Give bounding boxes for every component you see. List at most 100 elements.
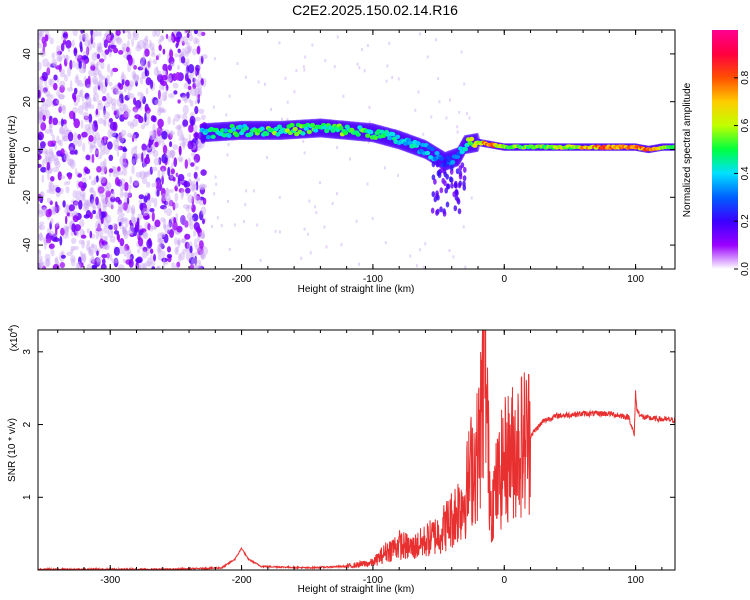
noise-speckle	[59, 84, 65, 93]
noise-speckle	[259, 258, 262, 262]
noise-speckle	[97, 69, 102, 77]
noise-speckle	[227, 143, 230, 147]
noise-speckle	[82, 142, 86, 152]
noise-speckle	[257, 80, 260, 84]
noise-speckle	[161, 168, 165, 178]
noise-speckle	[100, 165, 107, 173]
spectrogram-y-axis-label: Frequency (Hz)	[7, 116, 18, 185]
noise-speckle	[193, 70, 197, 75]
noise-speckle	[177, 239, 181, 249]
noise-speckle	[168, 93, 175, 99]
noise-speckle	[168, 130, 175, 136]
noise-speckle	[136, 41, 140, 49]
noise-speckle	[157, 97, 163, 107]
noise-speckle	[171, 149, 175, 160]
ridge-point	[402, 141, 409, 146]
noise-speckle	[49, 63, 57, 68]
noise-speckle	[49, 79, 53, 85]
noise-speckle	[91, 153, 95, 164]
noise-speckle	[157, 53, 161, 58]
noise-speckle	[90, 180, 97, 186]
ridge-point	[234, 132, 240, 138]
noise-speckle	[177, 65, 180, 70]
noise-speckle	[54, 256, 59, 265]
noise-speckle	[60, 227, 65, 236]
snr-x-tick-label: 0	[501, 575, 507, 586]
ridge-point	[264, 131, 270, 137]
noise-speckle	[179, 142, 187, 147]
noise-speckle	[69, 59, 73, 70]
noise-speckle	[93, 30, 100, 37]
noise-speckle	[87, 38, 91, 46]
noise-speckle	[77, 80, 83, 85]
noise-speckle	[47, 140, 54, 147]
noise-speckle	[148, 138, 152, 149]
noise-speckle	[192, 213, 199, 222]
noise-speckle	[128, 80, 135, 88]
noise-speckle	[194, 251, 199, 256]
noise-speckle	[102, 119, 107, 127]
noise-speckle	[80, 88, 84, 98]
noise-speckle	[371, 216, 374, 220]
noise-speckle	[150, 52, 156, 57]
noise-speckle	[456, 130, 459, 134]
noise-speckle	[181, 187, 185, 198]
noise-speckle	[127, 192, 132, 198]
noise-speckle	[53, 157, 60, 166]
noise-speckle	[126, 197, 130, 206]
noise-speckle	[303, 151, 306, 155]
noise-speckle	[81, 131, 88, 138]
noise-speckle	[142, 262, 147, 269]
noise-speckle	[184, 220, 189, 228]
noise-speckle	[44, 129, 51, 135]
noise-speckle	[74, 75, 78, 84]
noise-speckle	[95, 220, 101, 231]
noise-speckle	[200, 31, 206, 36]
noise-speckle	[349, 157, 351, 161]
noise-speckle	[184, 159, 188, 169]
noise-speckle	[49, 200, 53, 205]
noise-speckle	[178, 188, 185, 193]
noise-speckle	[52, 98, 60, 106]
noise-speckle	[39, 221, 45, 226]
noise-speckle	[196, 145, 201, 152]
noise-speckle	[59, 80, 66, 88]
noise-speckle	[149, 208, 155, 213]
noise-speckle	[64, 181, 67, 186]
noise-speckle	[149, 130, 155, 141]
noise-speckle	[186, 172, 192, 177]
ridge-spread	[458, 173, 463, 180]
noise-speckle	[117, 107, 123, 116]
noise-speckle	[336, 192, 338, 196]
noise-speckle	[126, 46, 130, 53]
noise-speckle	[103, 166, 108, 175]
noise-speckle	[128, 93, 135, 99]
noise-speckle	[38, 76, 44, 85]
noise-speckle	[128, 259, 134, 268]
noise-speckle	[336, 35, 339, 39]
noise-speckle	[111, 67, 119, 73]
noise-speckle	[70, 245, 75, 252]
noise-speckle	[141, 250, 148, 259]
noise-speckle	[174, 53, 179, 58]
noise-speckle	[181, 40, 185, 46]
noise-speckle	[152, 147, 156, 154]
noise-speckle	[51, 52, 56, 59]
noise-speckle	[191, 185, 196, 193]
noise-speckle	[368, 120, 371, 124]
noise-speckle	[424, 242, 427, 246]
noise-speckle	[123, 151, 127, 159]
noise-speckle	[108, 81, 113, 87]
noise-speckle	[159, 239, 164, 248]
noise-speckle	[112, 89, 119, 96]
noise-speckle	[140, 228, 147, 234]
noise-speckle	[78, 90, 83, 98]
noise-speckle	[154, 141, 159, 148]
noise-speckle	[415, 264, 418, 268]
noise-speckle	[40, 88, 44, 93]
noise-speckle	[72, 138, 78, 146]
noise-speckle	[140, 62, 143, 70]
noise-speckle	[107, 63, 111, 73]
noise-speckle	[122, 258, 126, 264]
noise-speckle	[175, 183, 180, 188]
